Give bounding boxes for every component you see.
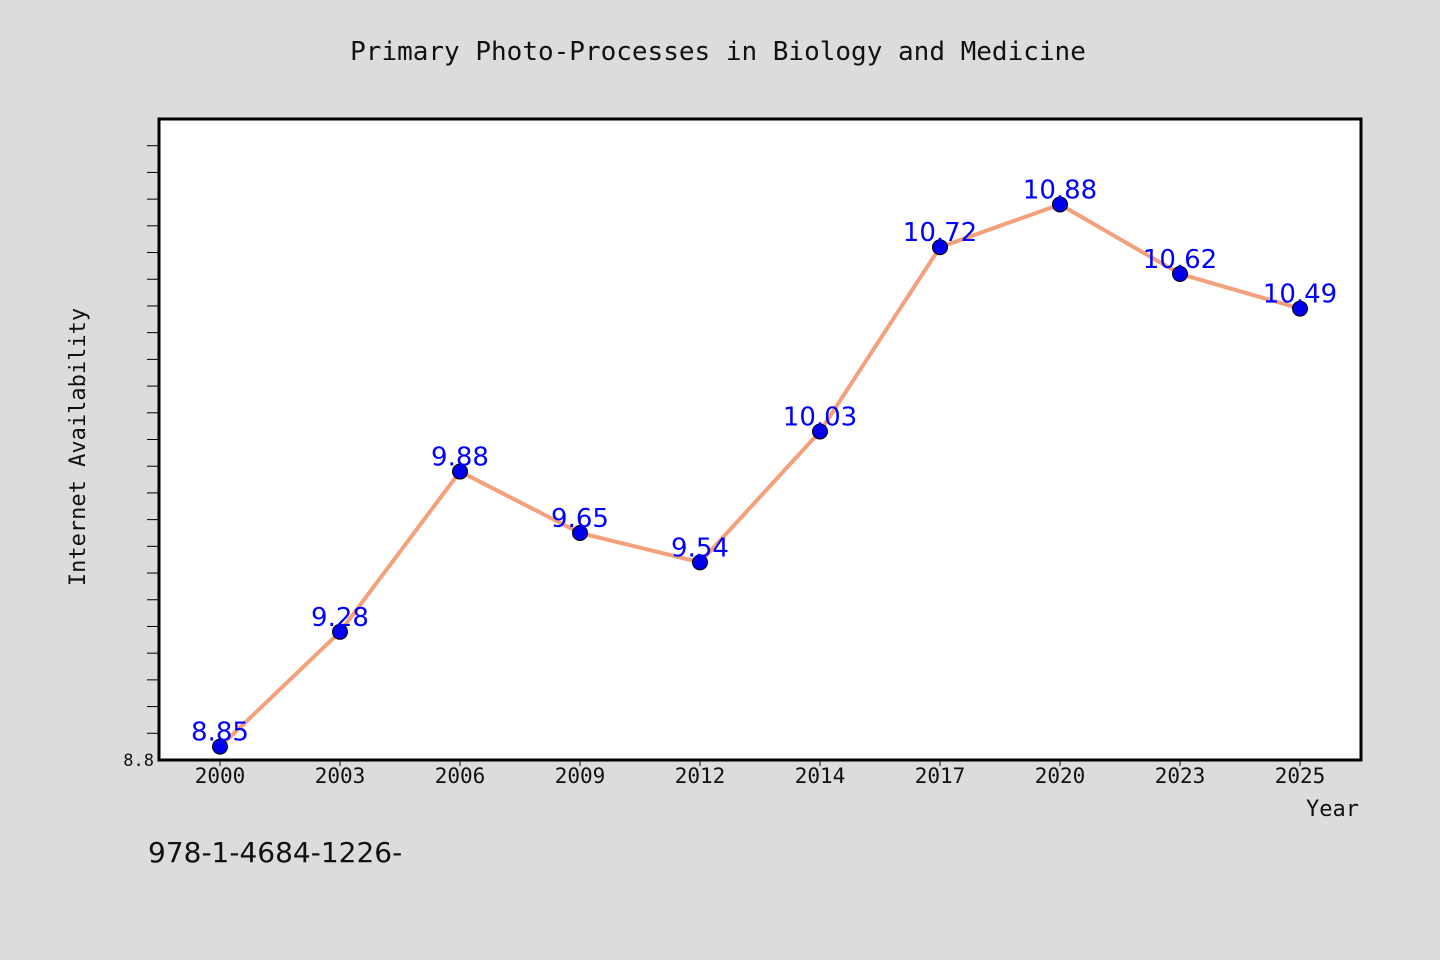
data-label: 8.85 <box>191 718 249 748</box>
data-point <box>332 623 348 640</box>
x-axis-ticks: 2000 2003 2006 2009 2012 2014 2017 2020 2023 2025 <box>195 760 1326 788</box>
data-label: 10.03 <box>783 402 857 432</box>
data-point <box>452 463 468 480</box>
data-label: 10.88 <box>1023 175 1097 205</box>
x-tick-label: 2017 <box>915 764 966 788</box>
data-label: 10.62 <box>1143 245 1217 275</box>
data-point <box>1052 196 1068 213</box>
data-label: 9.88 <box>431 443 489 473</box>
data-label: 9.28 <box>311 603 369 633</box>
data-point <box>932 239 948 256</box>
data-label: 9.54 <box>671 533 729 563</box>
series-line <box>218 202 1301 749</box>
y-axis-ticks: 8.8 <box>123 145 159 771</box>
x-tick-label: 2023 <box>1155 764 1206 788</box>
data-label: 9.65 <box>551 504 609 534</box>
y-tick-label: 8.8 <box>123 751 154 771</box>
x-tick-label: 2003 <box>315 764 366 788</box>
data-point <box>212 738 228 755</box>
x-tick-label: 2025 <box>1275 764 1326 788</box>
data-point <box>1292 300 1308 317</box>
data-label: 10.49 <box>1263 280 1337 310</box>
data-label: 10.72 <box>903 218 977 248</box>
y-axis-label: Internet Availability <box>66 308 91 586</box>
x-tick-label: 2014 <box>795 764 846 788</box>
data-point <box>572 524 588 541</box>
x-tick-label: 2012 <box>675 764 726 788</box>
x-tick-label: 2000 <box>195 764 246 788</box>
x-tick-label: 2020 <box>1035 764 1086 788</box>
x-tick-label: 2006 <box>435 764 486 788</box>
data-point <box>692 554 708 571</box>
x-axis-label: Year <box>1306 797 1359 822</box>
chart-title: Primary Photo-Processes in Biology and M… <box>350 37 1086 67</box>
series-layer: 8.85 9.28 9.88 9.65 9.54 10.03 10.72 10.88 10.62… <box>191 175 1337 755</box>
x-tick-label: 2009 <box>555 764 606 788</box>
plot-area <box>157 117 1363 762</box>
data-point <box>812 423 828 440</box>
footnote: 978-1-4684-1226- <box>148 836 402 869</box>
data-point <box>1172 265 1188 282</box>
